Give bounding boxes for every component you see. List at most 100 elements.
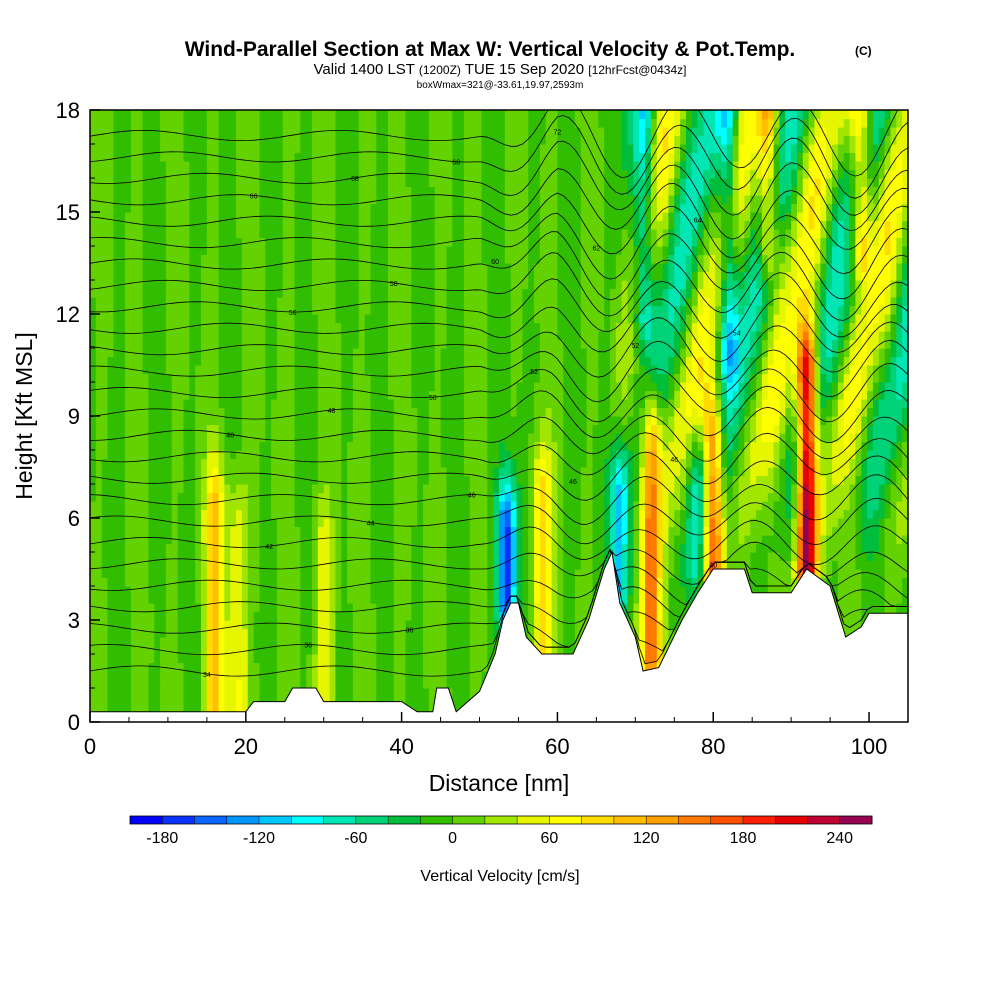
- field-cell: [423, 390, 430, 400]
- field-cell: [481, 492, 488, 502]
- field-cell: [399, 382, 407, 392]
- field-cell: [405, 297, 412, 307]
- field-cell: [206, 577, 214, 587]
- field-cell: [306, 305, 313, 315]
- field-cell: [101, 416, 109, 426]
- field-cell: [230, 484, 237, 494]
- field-cell: [253, 535, 261, 545]
- field-cell: [154, 467, 161, 477]
- field-cell: [335, 645, 342, 655]
- field-cell: [317, 288, 325, 298]
- field-cell: [271, 127, 278, 137]
- field-cell: [387, 152, 395, 162]
- field-cell: [241, 246, 249, 256]
- field-cell: [195, 203, 202, 213]
- field-cell: [253, 654, 261, 664]
- field-cell: [323, 620, 331, 630]
- field-cell: [452, 645, 459, 655]
- field-cell: [125, 416, 132, 426]
- field-cell: [282, 390, 290, 400]
- field-cell: [417, 433, 424, 443]
- field-cell: [224, 331, 231, 341]
- field-cell: [160, 501, 167, 511]
- field-cell: [300, 365, 307, 375]
- field-cell: [382, 314, 389, 324]
- field-cell: [341, 127, 348, 137]
- field-cell: [294, 322, 301, 332]
- field-cell: [417, 688, 424, 698]
- field-cell: [294, 526, 301, 536]
- field-cell: [423, 662, 430, 672]
- field-cell: [206, 322, 214, 332]
- field-cell: [189, 271, 196, 281]
- field-cell: [440, 263, 448, 273]
- field-cell: [212, 637, 220, 647]
- field-cell: [288, 424, 296, 434]
- field-cell: [393, 637, 401, 647]
- field-cell: [364, 433, 372, 443]
- field-cell: [352, 552, 360, 562]
- field-cell: [306, 628, 313, 638]
- field-cell: [452, 110, 459, 120]
- field-cell: [364, 594, 372, 604]
- field-cell: [417, 450, 424, 460]
- field-cell: [405, 246, 412, 256]
- field-cell: [241, 195, 249, 205]
- field-cell: [329, 424, 336, 434]
- field-cell: [440, 297, 448, 307]
- field-cell: [201, 246, 208, 256]
- field-cell: [347, 169, 354, 179]
- field-cell: [387, 603, 395, 613]
- field-cell: [259, 628, 266, 638]
- field-cell: [458, 637, 465, 647]
- field-cell: [446, 288, 453, 298]
- field-cell: [195, 118, 202, 128]
- field-cell: [119, 696, 126, 706]
- field-cell: [475, 186, 483, 196]
- field-cell: [224, 688, 231, 698]
- field-cell: [452, 637, 459, 647]
- field-cell: [119, 382, 126, 392]
- field-cell: [387, 458, 395, 468]
- field-cell: [125, 382, 132, 392]
- field-cell: [329, 458, 336, 468]
- field-cell: [300, 246, 307, 256]
- field-cell: [201, 229, 208, 239]
- field-cell: [230, 390, 237, 400]
- field-cell: [364, 654, 372, 664]
- field-cell: [195, 518, 202, 528]
- field-cell: [458, 169, 465, 179]
- field-cell: [335, 628, 342, 638]
- field-cell: [148, 305, 155, 315]
- field-cell: [317, 203, 325, 213]
- field-cell: [142, 203, 150, 213]
- field-cell: [300, 552, 307, 562]
- field-cell: [294, 220, 301, 230]
- field-cell: [382, 450, 389, 460]
- field-cell: [317, 611, 325, 621]
- field-cell: [481, 543, 488, 553]
- field-cell: [160, 144, 167, 154]
- field-cell: [218, 373, 225, 383]
- field-cell: [288, 543, 296, 553]
- field-cell: [125, 237, 132, 247]
- field-cell: [463, 220, 471, 230]
- field-cell: [230, 518, 237, 528]
- field-cell: [317, 135, 325, 145]
- field-cell: [195, 373, 202, 383]
- field-cell: [171, 127, 179, 137]
- field-cell: [335, 501, 342, 511]
- field-cell: [329, 467, 336, 477]
- field-cell: [130, 696, 138, 706]
- field-cell: [183, 305, 190, 315]
- field-cell: [475, 560, 483, 570]
- field-cell: [417, 246, 424, 256]
- field-cell: [165, 186, 173, 196]
- field-cell: [107, 407, 114, 417]
- field-cell: [236, 628, 243, 638]
- field-cell: [236, 339, 243, 349]
- field-cell: [317, 331, 325, 341]
- field-cell: [125, 220, 132, 230]
- field-cell: [160, 679, 167, 689]
- field-cell: [95, 586, 103, 596]
